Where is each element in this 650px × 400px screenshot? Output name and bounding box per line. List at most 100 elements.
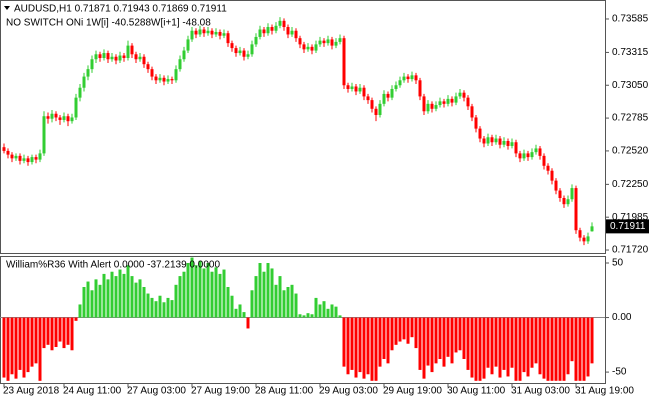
y-tick-label: 0.72785 xyxy=(612,113,649,124)
candle-body xyxy=(266,27,270,34)
candle-body xyxy=(378,103,382,115)
candle-body xyxy=(478,128,482,139)
histogram-bar xyxy=(126,265,130,318)
candle-body xyxy=(198,29,202,35)
histogram-bar xyxy=(298,314,302,318)
candle-body xyxy=(178,59,182,70)
histogram-bar xyxy=(206,263,210,318)
candle-body xyxy=(162,77,166,82)
indicator-info: NO SWITCH ONi 1W[i] -40.5288W[i+1] -48.0… xyxy=(6,18,211,29)
candle-body xyxy=(118,55,122,61)
candle-body xyxy=(78,87,82,98)
candle-body xyxy=(10,154,14,159)
candle-body xyxy=(462,92,466,98)
candle-body xyxy=(238,50,242,54)
histogram-bar xyxy=(34,317,38,364)
histogram-bar xyxy=(214,267,218,318)
candle-body xyxy=(410,75,414,80)
candle-body xyxy=(366,96,370,101)
histogram-bar xyxy=(254,276,258,318)
candle-body xyxy=(58,117,62,120)
candle-body xyxy=(362,87,366,97)
histogram-bar xyxy=(262,271,266,318)
candle-body xyxy=(270,27,274,31)
histogram-bar xyxy=(394,317,398,345)
candle-body xyxy=(242,50,246,57)
candle-body xyxy=(558,190,562,198)
histogram-bar xyxy=(326,308,330,318)
candle-body xyxy=(530,152,534,158)
price-panel xyxy=(0,0,606,254)
histogram-bar xyxy=(78,304,82,318)
candle-body xyxy=(566,199,570,205)
histogram-bar xyxy=(114,276,118,318)
histogram-bar xyxy=(38,317,42,381)
histogram-bar xyxy=(302,315,306,318)
candle-body xyxy=(542,155,546,166)
candle-body xyxy=(298,38,302,45)
candle-body xyxy=(226,33,230,44)
candle-body xyxy=(510,142,514,146)
histogram-bar xyxy=(306,313,310,318)
candle-body xyxy=(86,69,90,77)
candle-body xyxy=(458,92,462,97)
x-tick-label: 29 Aug 03:00 xyxy=(319,386,378,397)
candle-body xyxy=(54,113,58,118)
histogram-bar xyxy=(474,317,478,381)
candle-body xyxy=(274,25,278,31)
histogram-bar xyxy=(86,281,90,318)
candle-body xyxy=(538,148,542,156)
y-tick-label: -50 xyxy=(612,367,627,378)
histogram-bar xyxy=(370,317,374,381)
y-tick-label: 0.71720 xyxy=(612,245,649,256)
candle-body xyxy=(158,77,162,81)
histogram-bar xyxy=(218,273,222,318)
histogram-bar xyxy=(330,304,334,318)
candle-body xyxy=(578,230,582,238)
histogram-bar xyxy=(430,317,434,373)
candle-body xyxy=(494,138,498,143)
y-tick-label: 0.00 xyxy=(612,312,632,323)
candle-body xyxy=(442,101,446,104)
candle-body xyxy=(386,93,390,98)
histogram-bar xyxy=(166,297,170,318)
histogram-bar xyxy=(434,317,438,364)
indicator-panel xyxy=(0,256,606,384)
histogram-bar xyxy=(514,317,518,381)
candle-body xyxy=(42,116,46,154)
histogram-bar xyxy=(486,317,490,368)
candle-body xyxy=(74,97,78,118)
candle-body xyxy=(434,105,438,109)
candle-body xyxy=(470,106,474,118)
candle-body xyxy=(22,158,26,161)
histogram-bar xyxy=(574,317,578,381)
histogram-bar xyxy=(398,317,402,342)
candle-body xyxy=(138,56,142,60)
histogram-bar xyxy=(134,282,138,318)
candle-body xyxy=(402,76,406,81)
histogram-bar xyxy=(510,317,514,368)
histogram-bar xyxy=(358,317,362,373)
candle-body xyxy=(514,142,518,154)
histogram-bar xyxy=(130,276,134,318)
histogram-bar xyxy=(46,317,50,345)
histogram-bar xyxy=(542,317,546,379)
candle-body xyxy=(394,85,398,89)
candle-body xyxy=(406,76,410,80)
chart-title: AUDUSD,H1 0.71871 0.71943 0.71869 0.7191… xyxy=(14,4,227,15)
histogram-bar xyxy=(478,317,482,381)
histogram-bar xyxy=(490,317,494,375)
y-tick-label: 50 xyxy=(612,258,624,269)
candle-body xyxy=(202,29,206,34)
candle-body xyxy=(114,56,118,61)
candle-body xyxy=(62,116,66,120)
candle-body xyxy=(490,137,494,143)
candle-body xyxy=(570,188,574,200)
histogram-bar xyxy=(66,317,70,345)
candle-body xyxy=(6,150,10,155)
x-tick-label: 30 Aug 11:00 xyxy=(447,386,506,397)
x-tick-label: 28 Aug 11:00 xyxy=(255,386,314,397)
histogram-bar xyxy=(118,269,122,318)
